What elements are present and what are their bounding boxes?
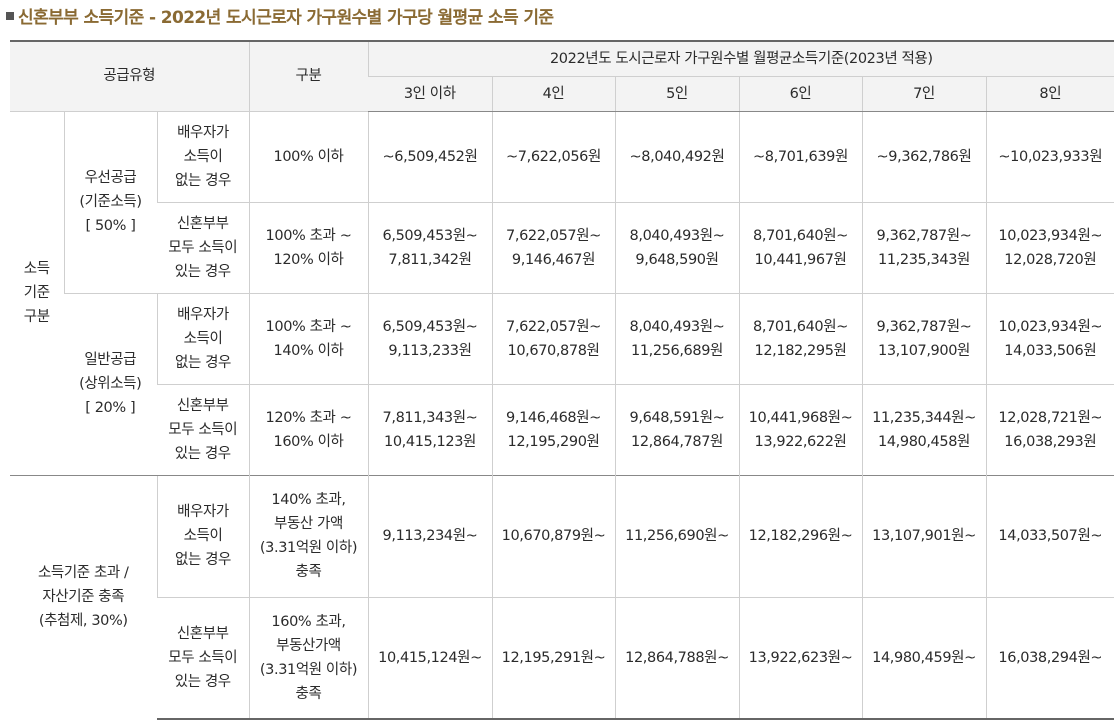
value-cell: ~7,622,056원 bbox=[491, 110, 615, 202]
page-title-text: 신혼부부 소득기준 - 2022년 도시근로자 가구원수별 가구당 월평균 소득… bbox=[18, 8, 554, 28]
value-cell: 7,622,057원~ 9,146,467원 bbox=[491, 201, 615, 293]
value-cell: 8,701,640원~ 10,441,967원 bbox=[738, 201, 862, 293]
value-cell: 10,023,934원~ 12,028,720원 bbox=[985, 201, 1115, 293]
value-cell: 12,028,721원~ 16,038,293원 bbox=[985, 383, 1115, 475]
col-header-6: 6인 bbox=[738, 75, 862, 112]
group-priority-supply: 우선공급 (기준소득) [ 50% ] bbox=[63, 110, 157, 293]
value-cell: 12,182,296원~ bbox=[738, 474, 862, 597]
value-cell: 6,509,453원~ 9,113,233원 bbox=[367, 292, 492, 384]
value-cell: 14,033,507원~ bbox=[985, 474, 1115, 597]
condition-cell: 배우자가 소득이 없는 경우 bbox=[156, 110, 249, 202]
col-header-5: 5인 bbox=[614, 75, 739, 112]
value-cell: ~9,362,786원 bbox=[861, 110, 986, 202]
header-span-title: 2022년도 도시근로자 가구원수별 월평균소득기준(2023년 적용) bbox=[367, 40, 1115, 76]
range-cell: 140% 초과, 부동산 가액 (3.31억원 이하) 충족 bbox=[248, 474, 368, 597]
value-cell: 11,256,690원~ bbox=[614, 474, 739, 597]
col-header-3: 3인 이하 bbox=[368, 75, 492, 112]
value-cell: 8,040,493원~ 11,256,689원 bbox=[614, 292, 739, 384]
value-cell: 9,146,468원~ 12,195,290원 bbox=[491, 383, 615, 475]
income-criteria-table: 공급유형 구분 2022년도 도시근로자 가구원수별 월평균소득기준(2023년… bbox=[10, 40, 1115, 720]
value-cell: 9,362,787원~ 13,107,900원 bbox=[861, 292, 986, 384]
group-exceed-supply: 소득기준 초과 / 자산기준 충족 (추첨제, 30%) bbox=[10, 474, 157, 719]
col-header-4: 4인 bbox=[491, 75, 615, 112]
value-cell: 16,038,294원~ bbox=[985, 596, 1115, 720]
value-cell: 10,670,879원~ bbox=[491, 474, 615, 597]
value-cell: 13,107,901원~ bbox=[861, 474, 986, 597]
condition-cell: 신혼부부 모두 소득이 있는 경우 bbox=[157, 201, 249, 293]
range-cell: 100% 초과 ~ 140% 이하 bbox=[248, 292, 368, 384]
value-cell: 7,811,343원~ 10,415,123원 bbox=[367, 383, 492, 475]
condition-cell: 배우자가 소득이 없는 경우 bbox=[156, 474, 249, 597]
header-category: 구분 bbox=[248, 40, 368, 111]
group-income-criteria: 소득 기준 구분 bbox=[10, 110, 64, 475]
value-cell: 8,701,640원~ 12,182,295원 bbox=[738, 292, 862, 384]
value-cell: ~6,509,452원 bbox=[367, 110, 492, 202]
value-cell: 9,648,591원~ 12,864,787원 bbox=[614, 383, 739, 475]
value-cell: 9,362,787원~ 11,235,343원 bbox=[861, 201, 986, 293]
value-cell: 6,509,453원~ 7,811,342원 bbox=[367, 201, 492, 293]
value-cell: ~10,023,933원 bbox=[985, 110, 1115, 202]
value-cell: 10,023,934원~ 14,033,506원 bbox=[985, 292, 1115, 384]
value-cell: ~8,701,639원 bbox=[738, 110, 862, 202]
range-cell: 120% 초과 ~ 160% 이하 bbox=[248, 383, 368, 475]
col-header-8: 8인 bbox=[985, 75, 1115, 112]
condition-cell: 신혼부부 모두 소득이 있는 경우 bbox=[157, 596, 249, 720]
value-cell: 12,864,788원~ bbox=[614, 596, 739, 720]
range-cell: 160% 초과, 부동산가액 (3.31억원 이하) 충족 bbox=[248, 596, 368, 720]
condition-cell: 배우자가 소득이 없는 경우 bbox=[156, 292, 249, 384]
value-cell: 10,415,124원~ bbox=[367, 596, 492, 720]
condition-cell: 신혼부부 모두 소득이 있는 경우 bbox=[157, 383, 249, 475]
value-cell: 13,922,623원~ bbox=[738, 596, 862, 720]
value-cell: 8,040,493원~ 9,648,590원 bbox=[614, 201, 739, 293]
col-header-7: 7인 bbox=[861, 75, 986, 112]
value-cell: 12,195,291원~ bbox=[491, 596, 615, 720]
value-cell: 11,235,344원~ 14,980,458원 bbox=[861, 383, 986, 475]
group-general-supply: 일반공급 (상위소득) [ 20% ] bbox=[64, 292, 157, 475]
value-cell: 14,980,459원~ bbox=[861, 596, 986, 720]
value-cell: 7,622,057원~ 10,670,878원 bbox=[491, 292, 615, 384]
range-cell: 100% 초과 ~ 120% 이하 bbox=[248, 201, 368, 293]
value-cell: ~8,040,492원 bbox=[614, 110, 739, 202]
value-cell: 9,113,234원~ bbox=[367, 474, 492, 597]
page-title: 신혼부부 소득기준 - 2022년 도시근로자 가구원수별 가구당 월평균 소득… bbox=[6, 4, 554, 32]
header-supply-type: 공급유형 bbox=[10, 40, 249, 111]
range-cell: 100% 이하 bbox=[248, 110, 368, 202]
value-cell: 10,441,968원~ 13,922,622원 bbox=[738, 383, 862, 475]
square-bullet-icon bbox=[6, 12, 14, 20]
